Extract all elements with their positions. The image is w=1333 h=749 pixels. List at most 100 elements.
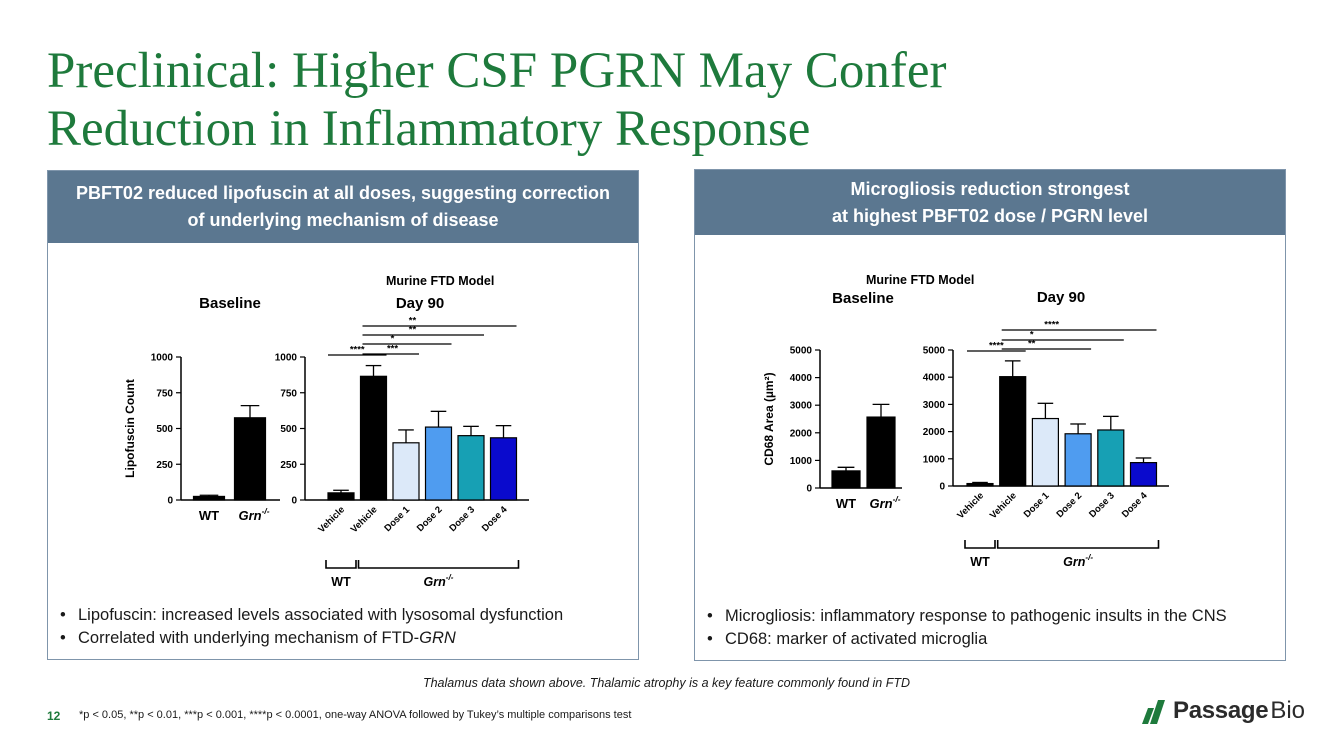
lipofuscin-day90-bar <box>424 426 453 501</box>
microgliosis-panel: Microgliosis reduction strongest at high… <box>694 169 1286 661</box>
lipofuscin-day90-y-tick-label: 250 <box>280 460 297 471</box>
lipofuscin-day90-y-tick-label: 0 <box>291 496 297 507</box>
lipofuscin-day90-group-bracket <box>357 560 520 569</box>
lipofuscin-baseline-y-axis-label: Lipofuscin Count <box>123 379 137 478</box>
cd68-day90-bar <box>1064 433 1092 487</box>
cd68-day90-y-tick-label: 5000 <box>923 346 946 357</box>
lipofuscin-baseline-y-tick-label: 500 <box>156 424 173 435</box>
cd68-day90-x-tick-label: Vehicle <box>988 490 1019 521</box>
lipofuscin-baseline-x-tick-label: WT <box>199 508 219 523</box>
cd68-baseline-y-tick-label: 2000 <box>790 428 813 439</box>
cd68-baseline-x-tick-label: Grn-/- <box>869 494 900 511</box>
cd68-baseline-bar <box>831 470 861 489</box>
lipofuscin-baseline-y-tick-label: 750 <box>156 388 173 399</box>
cd68-day90-group-bracket <box>964 540 996 549</box>
cd68-day90-bar <box>1031 417 1059 487</box>
lipofuscin-baseline-bar <box>233 417 267 501</box>
cd68-day90-x-tick-label: Dose 2 <box>1054 490 1084 520</box>
cd68-baseline-x-tick-label: WT <box>836 496 856 511</box>
passage-bio-mark-icon <box>1142 700 1165 724</box>
bullet-item: Microgliosis: inflammatory response to p… <box>705 605 1227 628</box>
lipofuscin-baseline-bar <box>192 495 226 501</box>
bullet-item: Correlated with underlying mechanism of … <box>58 627 563 650</box>
slide-title-line1: Preclinical: Higher CSF PGRN May Confer <box>47 43 947 99</box>
page-number: 12 <box>47 709 61 723</box>
lipofuscin-header-line2: of underlying mechanism of disease <box>187 210 499 230</box>
cd68-day90-bar <box>999 376 1027 487</box>
cd68-day90-y-tick-label: 1000 <box>923 454 946 465</box>
cd68-day90-x-tick-label: Dose 1 <box>1022 490 1052 520</box>
cd68-baseline-y-tick-label: 0 <box>806 484 812 495</box>
cd68-day90-y-tick-label: 2000 <box>923 427 946 438</box>
statistics-footnote: *p < 0.05, **p < 0.01, ***p < 0.001, ***… <box>79 709 632 721</box>
lipofuscin-day90-significance-label: ** <box>409 316 417 327</box>
microgliosis-header-line2: at highest PBFT02 dose / PGRN level <box>831 205 1149 226</box>
cd68-day90-y-tick-label: 3000 <box>923 400 946 411</box>
cd68-baseline-bar <box>866 416 896 489</box>
cd68-day90-x-tick-label: Dose 4 <box>1120 490 1150 520</box>
slide-title-line2: Reduction in Inflammatory Response <box>47 101 811 157</box>
lipofuscin-day90-bar <box>457 435 485 501</box>
cd68-baseline-y-tick-label: 4000 <box>790 373 813 384</box>
lipofuscin-baseline-x-tick-label: Grn-/- <box>238 506 269 523</box>
cd68-day90-group-bracket <box>996 540 1160 549</box>
lipofuscin-day90-y-tick-label: 500 <box>280 424 297 435</box>
lipofuscin-day90-title: Day 90 <box>396 295 444 312</box>
cd68-day90-bar <box>966 482 994 487</box>
cd68-baseline-y-axis-label: CD68 Area (µm²) <box>762 372 776 465</box>
microgliosis-bullets: Microgliosis: inflammatory response to p… <box>705 605 1227 651</box>
cd68-baseline-y-tick-label: 1000 <box>790 456 813 467</box>
slide-title: Preclinical: Higher CSF PGRN May Confer … <box>47 42 1147 158</box>
cd68-day90-x-tick-label: Dose 3 <box>1087 490 1117 520</box>
thalamus-footnote: Thalamus data shown above. Thalamic atro… <box>422 676 911 690</box>
lipofuscin-panel: PBFT02 reduced lipofuscin at all doses, … <box>47 170 639 660</box>
cd68-chart: 0 1000 2000 3000 4000 5000 WT Grn-/- CD68 Area (… <box>762 273 1169 569</box>
lipofuscin-day90-bar <box>489 437 518 501</box>
cd68-day90-bar <box>1129 462 1158 487</box>
lipofuscin-baseline-y-tick-label: 1000 <box>151 353 174 364</box>
lipofuscin-day90-x-tick-label: Dose 3 <box>447 504 477 534</box>
logo-word-bio: Bio <box>1270 697 1305 724</box>
lipofuscin-baseline-y-tick-label: 250 <box>156 460 173 471</box>
lipofuscin-baseline-y-tick-label: 0 <box>167 496 173 507</box>
lipofuscin-day90-x-tick-label: Dose 4 <box>480 504 510 534</box>
lipofuscin-bullets: Lipofuscin: increased levels associated … <box>58 604 563 650</box>
cd68-baseline-title: Baseline <box>832 290 894 307</box>
lipofuscin-day90-significance-label: ** <box>409 325 417 336</box>
cd68-day90-y-tick-label: 0 <box>939 482 945 493</box>
lipofuscin-day90-x-tick-label: Dose 2 <box>415 504 445 534</box>
lipofuscin-day90-x-tick-label: Vehicle <box>349 504 380 535</box>
lipofuscin-day90-x-tick-label: Vehicle <box>316 504 347 535</box>
cd68-baseline-y-tick-label: 5000 <box>790 346 813 357</box>
cd68-day90-significance-label: * <box>1030 330 1034 341</box>
bullet-item: CD68: marker of activated microglia <box>705 628 1227 651</box>
lipofuscin-day90-significance-label: **** <box>350 345 365 356</box>
lipofuscin-day90-group-label: Grn-/- <box>424 573 454 589</box>
lipofuscin-chart: 0 250 500 750 1000 WT Grn-/- Lipofuscin Count Mu… <box>123 274 529 589</box>
passage-bio-logo: Passage Bio <box>1139 696 1305 726</box>
lipofuscin-header-line1: PBFT02 reduced lipofuscin at all doses, … <box>75 183 611 203</box>
cd68-day90-significance-label: ** <box>1028 339 1036 350</box>
lipofuscin-day90-significance-label: * <box>391 334 395 345</box>
cd68-day90-x-tick-label: Vehicle <box>955 490 986 521</box>
lipofuscin-day90-bar <box>327 492 355 501</box>
cd68-day90-group-label: Grn-/- <box>1063 553 1093 569</box>
lipofuscin-day90-group-label: WT <box>331 575 351 589</box>
microgliosis-panel-header: Microgliosis reduction strongest at high… <box>695 170 1285 235</box>
lipofuscin-panel-header: PBFT02 reduced lipofuscin at all doses, … <box>48 171 638 243</box>
lipofuscin-day90-group-bracket <box>325 560 357 569</box>
lipofuscin-day90-y-tick-label: 1000 <box>275 353 298 364</box>
cd68-day90-bar <box>1097 429 1125 487</box>
lipofuscin-day90-x-tick-label: Dose 1 <box>382 504 412 534</box>
lipofuscin-day90-bar <box>359 375 388 501</box>
bullet-item: Lipofuscin: increased levels associated … <box>58 604 563 627</box>
cd68-day90-group-label: WT <box>970 555 990 569</box>
cd68-day90-significance-label: **** <box>1044 320 1059 331</box>
lipofuscin-day90-y-tick-label: 750 <box>280 388 297 399</box>
cd68-baseline-y-tick-label: 3000 <box>790 401 813 412</box>
lipofuscin-day90-significance-label: *** <box>387 344 398 355</box>
microgliosis-header-line1: Microgliosis reduction strongest <box>850 178 1130 199</box>
lipofuscin-day90-bar <box>392 442 420 501</box>
logo-word-passage: Passage <box>1173 697 1269 724</box>
cd68-day90-significance-label: **** <box>989 341 1004 352</box>
